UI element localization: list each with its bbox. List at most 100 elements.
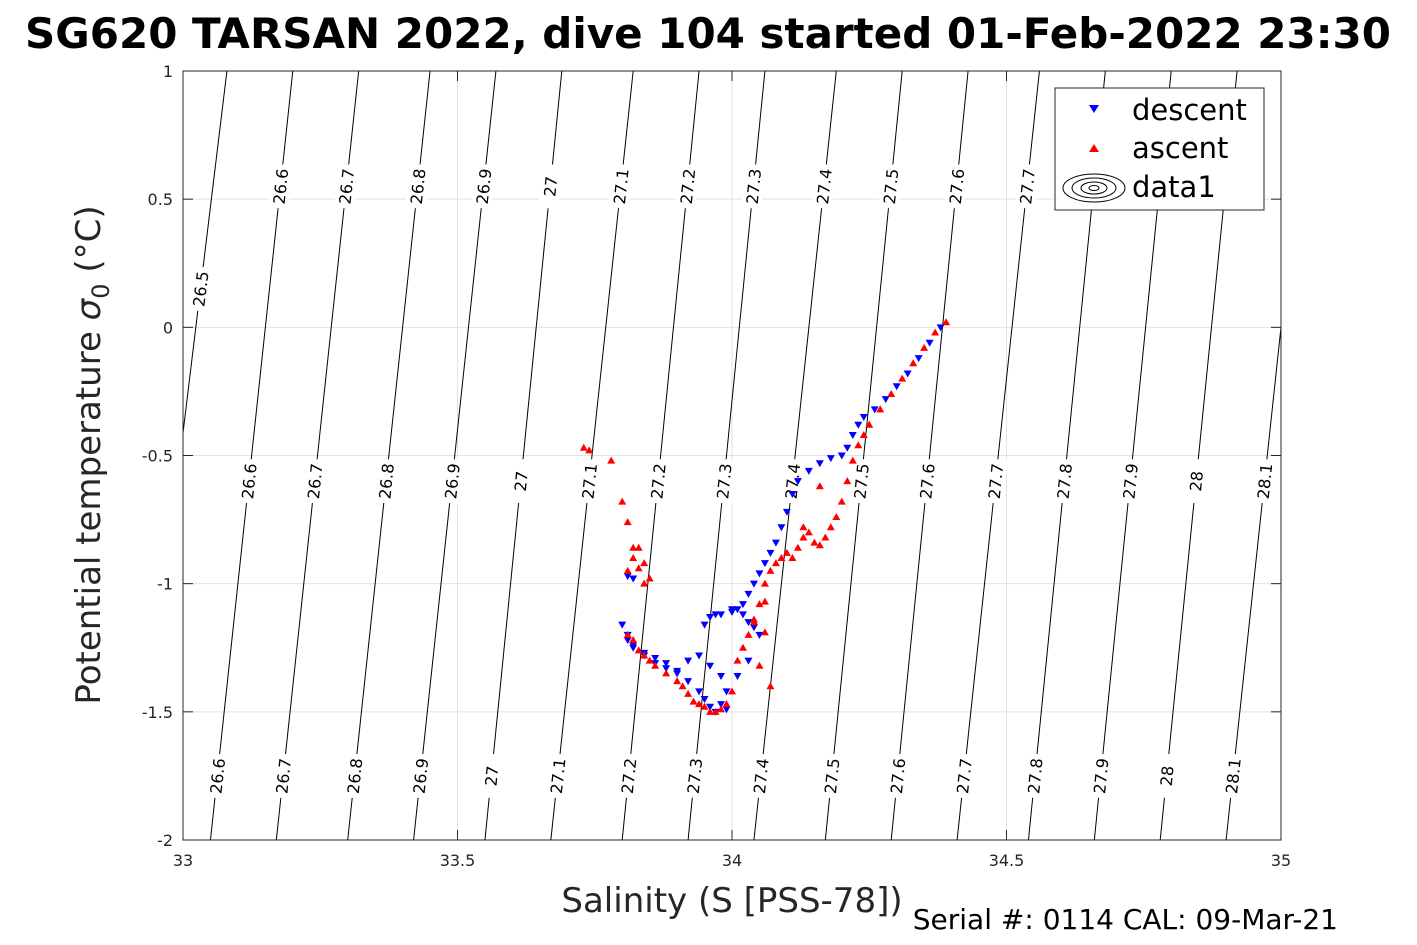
descent-point <box>914 355 923 363</box>
ascent-point <box>799 523 808 531</box>
isopycnal-label-bg <box>439 458 465 505</box>
isopycnal-label-bg <box>268 163 293 210</box>
legend: descent ascent data1 <box>1054 87 1265 211</box>
isopycnal-label-bg <box>1118 458 1143 505</box>
ascent-point <box>629 543 638 551</box>
ascent-point <box>623 630 632 638</box>
ascent-point <box>848 456 857 464</box>
isopycnal-label: 27.8 <box>1054 463 1076 500</box>
isopycnal-label-group: 26.8 <box>373 458 399 505</box>
descent-point <box>854 421 863 429</box>
isopycnal-label-bg <box>1220 752 1246 799</box>
y-tick-label: -0.5 <box>142 447 173 466</box>
descent-point <box>722 688 731 696</box>
descent-point <box>777 524 786 532</box>
descent-point <box>881 396 890 404</box>
isopycnal-label-bg <box>1088 753 1113 799</box>
isopycnal-label: 27.4 <box>750 757 773 794</box>
isopycnal-label: 27.7 <box>1016 168 1039 205</box>
descent-point <box>744 619 753 627</box>
y-axis-label-subscript: 0 <box>87 283 115 298</box>
ascent-point <box>931 328 940 336</box>
isopycnal-label-group: 27.7 <box>951 752 977 799</box>
ascent-point <box>733 656 742 664</box>
ascent-point <box>898 374 907 382</box>
isopycnal-label-group: 26.6 <box>236 458 262 505</box>
isopycnal-label-bg <box>1183 458 1209 505</box>
ascent-point <box>810 538 819 546</box>
descent-point <box>925 339 934 347</box>
isopycnal-label: 28.1 <box>1222 757 1245 794</box>
legend-descent-marker <box>1089 105 1099 113</box>
descent-point <box>717 701 726 709</box>
isopycnal-label-group: 27.2 <box>616 753 641 799</box>
descent-point <box>618 621 627 629</box>
isopycnal-label-bg <box>373 458 399 505</box>
x-tick-label: 35 <box>1271 851 1291 870</box>
ascent-point <box>640 579 649 587</box>
isopycnal-label-group: 27.5 <box>819 753 844 799</box>
ascent-point <box>717 705 726 713</box>
ascent-point <box>815 482 824 490</box>
isopycnal-label: 27.4 <box>813 168 836 205</box>
legend-data1-label: data1 <box>1132 170 1216 204</box>
isopycnal-label-group: 26.9 <box>471 163 496 210</box>
isopycnal-label-group: 27.6 <box>885 753 910 799</box>
data-points <box>579 318 951 716</box>
isopycnal-label: 27.6 <box>916 463 938 500</box>
isopycnal-label-bg <box>334 163 359 210</box>
isopycnal-label-group: 26.7 <box>302 458 328 505</box>
isopycnal-label: 27.7 <box>953 757 976 794</box>
ascent-point <box>788 554 797 562</box>
isopycnal-label-group: 27.5 <box>849 458 874 505</box>
isopycnal-label-bg <box>819 753 844 799</box>
isopycnal-label: 26.7 <box>335 168 358 205</box>
isopycnal-label-bg <box>342 752 367 799</box>
isopycnal-label-bg <box>270 752 296 799</box>
isopycnal-label: 27.6 <box>887 757 909 794</box>
ascent-point <box>854 441 863 449</box>
descent-point <box>706 662 715 670</box>
descent-point <box>870 406 879 414</box>
descent-point <box>717 672 726 680</box>
isopycnal-label-bg <box>616 753 641 799</box>
ascent-point <box>832 513 841 521</box>
descent-point <box>793 478 802 486</box>
ascent-point <box>673 677 682 685</box>
isopycnal-label-group: 27.3 <box>711 458 737 505</box>
isopycnal-label-group: 26.5 <box>187 265 214 312</box>
descent-point <box>733 672 742 680</box>
descent-point <box>859 414 868 422</box>
isopycnal-label-group: 28.1 <box>1252 458 1277 505</box>
descent-point <box>623 572 632 580</box>
descent-point <box>651 655 660 663</box>
descent-point <box>848 431 857 439</box>
isopycnal-line <box>1225 322 1281 840</box>
isopycnal-label-bg <box>508 458 533 505</box>
y-axis-label-unit: (°C) <box>69 205 109 283</box>
ascent-point <box>684 689 693 697</box>
isopycnal-label-group: 27.2 <box>675 163 700 210</box>
isopycnal-label: 27.1 <box>547 757 570 794</box>
descent-point <box>695 688 704 696</box>
ascent-point <box>645 574 654 582</box>
isopycnal-label-group: 28.1 <box>1220 752 1246 799</box>
ascent-point <box>645 656 654 664</box>
ascent-point <box>771 559 780 567</box>
isopycnal-label: 26.8 <box>344 757 367 794</box>
ascent-point <box>634 646 643 654</box>
descent-point <box>892 383 901 391</box>
isopycnal-label-group: 27.5 <box>878 163 903 210</box>
ascent-point <box>755 600 764 608</box>
ascent-point <box>678 682 687 690</box>
ascent-point <box>585 446 594 454</box>
isopycnal-label-bg <box>645 458 671 505</box>
descent-point <box>782 508 791 516</box>
isopycnal-label-group: 27.1 <box>608 163 634 210</box>
descent-point <box>717 611 726 619</box>
isopycnal-label-group: 27.6 <box>914 458 940 505</box>
descent-point <box>738 601 747 609</box>
descent-point <box>749 624 758 632</box>
isopycnal-label-bg <box>236 458 262 505</box>
ascent-point <box>826 523 835 531</box>
